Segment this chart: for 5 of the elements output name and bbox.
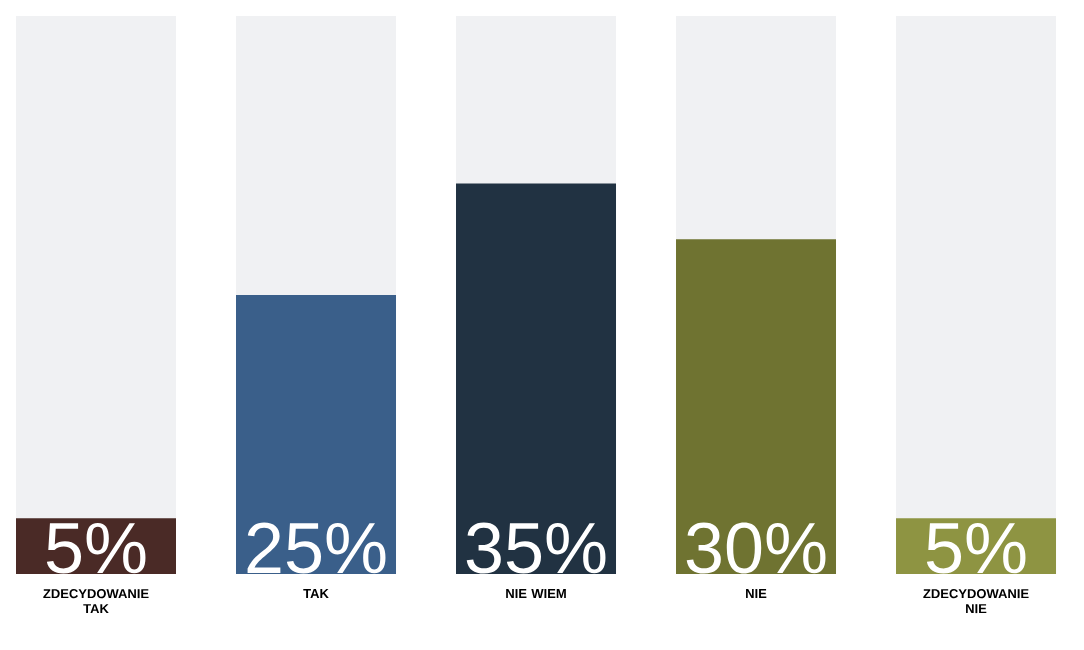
data-label: 25% (247, 522, 386, 574)
data-label: 30% (686, 522, 826, 574)
data-label: 5% (46, 522, 146, 574)
data-label: 35% (466, 522, 606, 574)
data-label: 5% (926, 522, 1026, 574)
